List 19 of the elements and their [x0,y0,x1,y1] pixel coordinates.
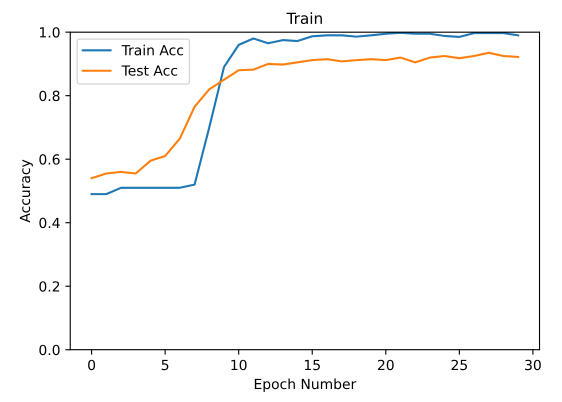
x-tick-label: 30 [525,360,541,370]
x-tick-label: 20 [378,360,394,370]
line-series [90,32,520,196]
x-tick-label: 25 [452,360,467,370]
y-tick-label: 0.6 [39,154,60,165]
y-tick-label: 1.0 [40,27,60,38]
legend-label: Train Acc [122,44,184,56]
x-tick-label: 15 [304,360,320,370]
y-tick-label: 0.8 [39,90,60,102]
x-axis-title: Epoch Number [254,378,356,392]
x-tick-label: 0 [88,360,96,370]
x-tick-label: 10 [231,360,247,370]
legend-label: Test Acc [122,65,178,76]
x-tick-label: 5 [162,360,168,370]
y-tick-label: 0.2 [39,281,60,292]
y-tick-label: 0.0 [39,344,60,356]
chart-title: Train [286,12,322,24]
y-tick-label: 0.4 [39,218,60,228]
y-axis-title: Accuracy [20,160,33,223]
